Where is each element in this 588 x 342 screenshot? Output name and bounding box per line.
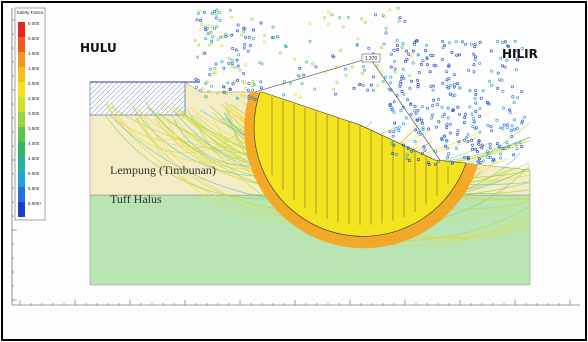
legend-entry: 1.500: [28, 66, 40, 71]
legend: Safety Factor 0.000 0.500 1.000 1.500 2.000 2…: [15, 8, 45, 220]
legend-swatch: [18, 112, 25, 127]
legend-entry: 2.500: [28, 96, 40, 101]
legend-entry: 4.000: [28, 141, 40, 146]
legend-swatch: [18, 37, 25, 52]
legend-entry: 4.500: [28, 156, 40, 161]
legend-entry: 5.500: [28, 186, 40, 191]
legend-entry: 3.000: [28, 111, 40, 116]
legend-swatch: [18, 172, 25, 187]
layer-label: Tuff Halus: [110, 192, 162, 206]
legend-entry: 0.000: [28, 21, 40, 26]
legend-swatch: [18, 97, 25, 112]
legend-swatch: [18, 22, 25, 37]
legend-entry: 0.500: [28, 36, 40, 41]
screenshot: 1.370 HULU HILIR Lempung (Timbunan) Tuff…: [0, 0, 588, 342]
legend-swatch: [18, 52, 25, 67]
legend-entry: 5.000: [28, 171, 40, 176]
legend-swatch: [18, 142, 25, 157]
legend-swatch: [18, 202, 25, 217]
upstream-label: HULU: [80, 41, 117, 55]
legend-entry: 6.000+: [28, 201, 42, 206]
legend-entry: 3.500: [28, 126, 40, 131]
legend-swatch: [18, 82, 25, 97]
legend-swatch: [18, 157, 25, 172]
page: {"labels": {"upstream": "HULU", "downstr…: [0, 0, 588, 342]
legend-title: Safety Factor: [17, 10, 44, 15]
legend-swatch: [18, 67, 25, 82]
legend-swatch: [18, 187, 25, 202]
legend-entry: 2.000: [28, 81, 40, 86]
layer-label: Lempung (Timbunan): [110, 163, 216, 177]
downstream-label: HILIR: [502, 47, 538, 61]
fs-label: 1.370: [365, 56, 378, 62]
legend-swatch: [18, 127, 25, 142]
legend-entry: 1.000: [28, 51, 40, 56]
